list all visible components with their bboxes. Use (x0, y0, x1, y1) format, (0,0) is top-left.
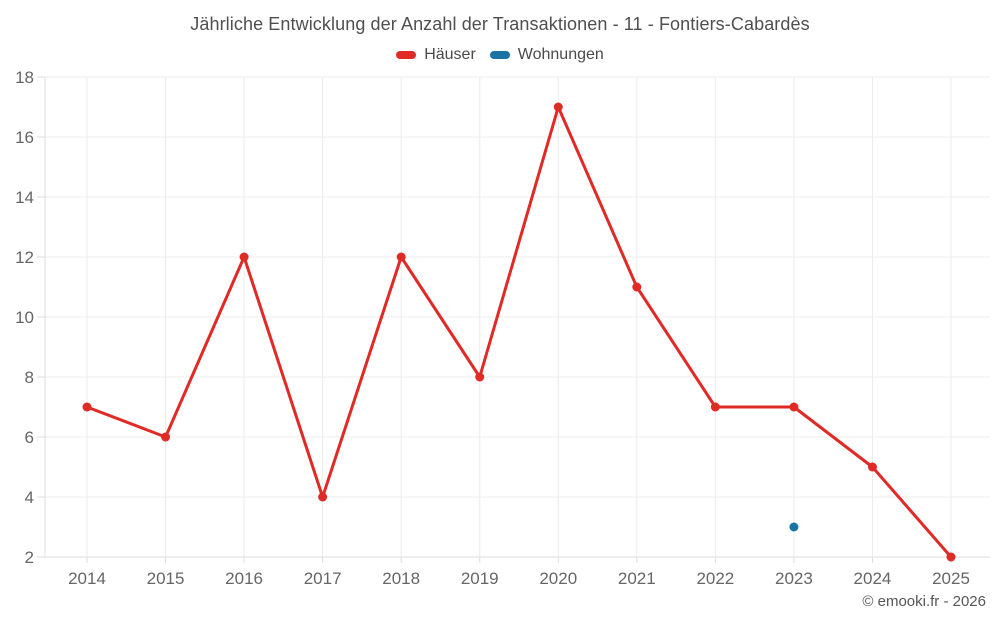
data-point-häuser[interactable] (553, 102, 563, 112)
x-axis-label: 2015 (147, 569, 185, 588)
y-axis-label: 14 (15, 188, 34, 207)
x-axis-label: 2024 (854, 569, 892, 588)
copyright-text: © emooki.fr - 2026 (862, 593, 986, 610)
x-axis-label: 2020 (539, 569, 577, 588)
y-axis-label: 16 (15, 128, 34, 147)
data-point-häuser[interactable] (161, 432, 171, 442)
y-axis-label: 8 (25, 368, 34, 387)
chart-title: Jährliche Entwicklung der Anzahl der Tra… (190, 14, 810, 34)
legend-swatch-wohnungen-icon (489, 51, 510, 59)
data-point-häuser[interactable] (632, 282, 642, 292)
x-axis-label: 2022 (696, 569, 734, 588)
x-axis-label: 2021 (618, 569, 656, 588)
y-axis-label: 6 (25, 428, 34, 447)
y-axis-label: 2 (25, 548, 34, 567)
data-point-häuser[interactable] (867, 462, 877, 472)
data-point-häuser[interactable] (710, 402, 720, 412)
series-line-häuser (85, 105, 953, 559)
x-axis-label: 2019 (461, 569, 499, 588)
data-point-häuser[interactable] (475, 372, 485, 382)
data-point-häuser[interactable] (946, 552, 956, 562)
x-axis-label: 2014 (68, 569, 106, 588)
legend-item-hauser[interactable]: Häuser (396, 46, 476, 64)
data-point-wohnungen[interactable] (789, 522, 799, 532)
x-axis-label: 2018 (382, 569, 420, 588)
legend-label-hauser: Häuser (424, 46, 476, 63)
y-axis-label: 4 (25, 488, 34, 507)
y-axis-label: 12 (15, 248, 34, 267)
data-point-häuser[interactable] (789, 402, 799, 412)
x-axis-label: 2023 (775, 569, 813, 588)
y-axis-label: 18 (15, 68, 34, 87)
data-point-häuser[interactable] (82, 402, 92, 412)
chart-legend: Häuser Wohnungen (0, 46, 1000, 64)
x-axis-label: 2016 (225, 569, 263, 588)
legend-item-wohnungen[interactable]: Wohnungen (489, 46, 604, 64)
data-point-häuser[interactable] (239, 252, 249, 262)
y-axis-label: 10 (15, 308, 34, 327)
data-point-häuser[interactable] (396, 252, 406, 262)
legend-swatch-hauser-icon (396, 51, 417, 59)
data-point-häuser[interactable] (318, 492, 328, 502)
x-axis-label: 2017 (304, 569, 342, 588)
legend-label-wohnungen: Wohnungen (517, 46, 604, 63)
x-axis-label: 2025 (932, 569, 970, 588)
